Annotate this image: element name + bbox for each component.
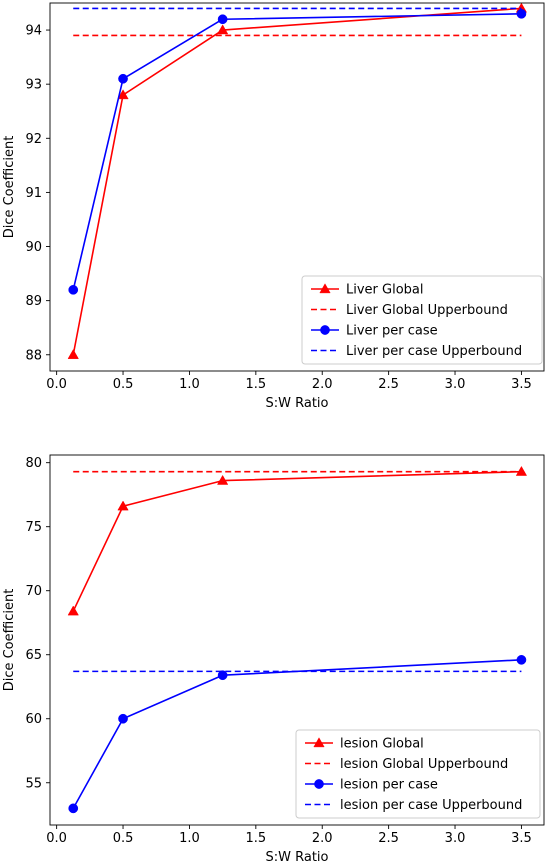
x-tick-label: 0.0: [46, 377, 67, 392]
legend-label: lesion Global: [340, 737, 424, 752]
x-tick-label: 0.5: [113, 831, 134, 846]
x-tick-label: 0.0: [46, 831, 67, 846]
y-tick-label: 70: [25, 584, 42, 599]
legend-label: lesion per case Upperbound: [340, 798, 522, 813]
legend-label: Liver Global: [346, 283, 424, 298]
plot-frame: [49, 2, 545, 372]
x-tick-label: 2.5: [378, 377, 399, 392]
chart-panel-1: 0.0 0.5 1.0 1.5 2.0 2.5 3.0 3.5 88 89 90 91 92 93 94 S:…: [2, 2, 545, 411]
data-point-1-1-3: [217, 24, 229, 35]
legend-box: [295, 729, 541, 819]
x-axis-label: S:W Ratio: [266, 396, 329, 411]
y-tick-label: 55: [25, 776, 42, 791]
y-tick-label: 90: [25, 240, 42, 255]
x-axis-label: S:W Ratio: [266, 850, 329, 865]
data-point-1-3-1: [68, 284, 79, 295]
x-tick-label: 1.0: [179, 377, 200, 392]
y-tick-label: 94: [25, 24, 42, 39]
data-point-1-3-3: [217, 14, 228, 25]
series-line-1-1: [72, 7, 522, 355]
y-tick-label: 75: [25, 520, 42, 535]
legend-label: Liver per case: [346, 324, 438, 339]
x-tick-label: 3.0: [445, 377, 466, 392]
legend-label: lesion per case: [340, 778, 438, 793]
legend-marker: [320, 325, 330, 335]
y-tick-label: 80: [25, 456, 42, 471]
legend-marker: [314, 779, 324, 789]
legend-box: [301, 275, 543, 365]
x-tick-label: 2.0: [312, 377, 333, 392]
y-axis-label: Dice Coefficient: [2, 589, 17, 692]
data-point-2-3-4: [516, 654, 527, 665]
data-point-2-3-3: [217, 670, 228, 681]
chart-panel-2: 0.0 0.5 1.0 1.5 2.0 2.5 3.0 3.5 55 60 65 70 75 80 S:W …: [2, 454, 545, 865]
data-point-1-3-2: [118, 73, 128, 84]
data-point-1-1-1: [67, 349, 79, 359]
data-point-1-1-2: [117, 89, 129, 100]
y-tick-label: 65: [25, 648, 42, 663]
x-tick-label: 2.0: [312, 831, 333, 846]
x-tick-label: 1.0: [179, 831, 200, 846]
legend-marker: [319, 283, 331, 294]
y-tick-label: 92: [25, 132, 42, 147]
data-point-2-1-4: [515, 465, 528, 476]
x-tick-label: 1.5: [245, 377, 266, 392]
y-tick-label: 88: [25, 348, 42, 363]
plot-frame: [49, 454, 545, 826]
y-tick-label: 89: [25, 294, 42, 309]
legend-label: Liver Global Upperbound: [346, 303, 508, 318]
legend-label: Liver per case Upperbound: [346, 344, 522, 359]
data-point-1-3-4: [516, 8, 527, 19]
data-point-2-1-3: [217, 474, 229, 485]
y-tick-label: 60: [25, 712, 42, 727]
series-line-1-3: [72, 13, 522, 291]
y-axis-label: Dice Coefficient: [2, 136, 17, 239]
legend: lesion Global lesion Global Upperbound les…: [295, 729, 541, 819]
x-tick-label: 2.5: [378, 831, 399, 846]
data-point-2-3-2: [118, 713, 128, 724]
y-tick-label: 91: [25, 186, 42, 201]
y-tick-label: 93: [25, 78, 42, 93]
data-point-2-1-2: [117, 500, 129, 511]
data-point-2-1-1: [67, 605, 79, 616]
legend-label: lesion Global Upperbound: [340, 757, 508, 772]
data-point-2-3-1: [68, 803, 79, 814]
x-tick-label: 1.5: [245, 831, 266, 846]
series-line-2-3: [72, 659, 522, 809]
legend: Liver Global Liver Global Upperbound Liver…: [301, 275, 543, 365]
x-tick-label: 3.5: [511, 831, 532, 846]
x-tick-label: 3.5: [511, 377, 532, 392]
series-line-2-1: [72, 470, 522, 612]
x-tick-label: 3.0: [445, 831, 466, 846]
x-tick-label: 0.5: [113, 377, 134, 392]
legend-marker: [313, 737, 325, 748]
